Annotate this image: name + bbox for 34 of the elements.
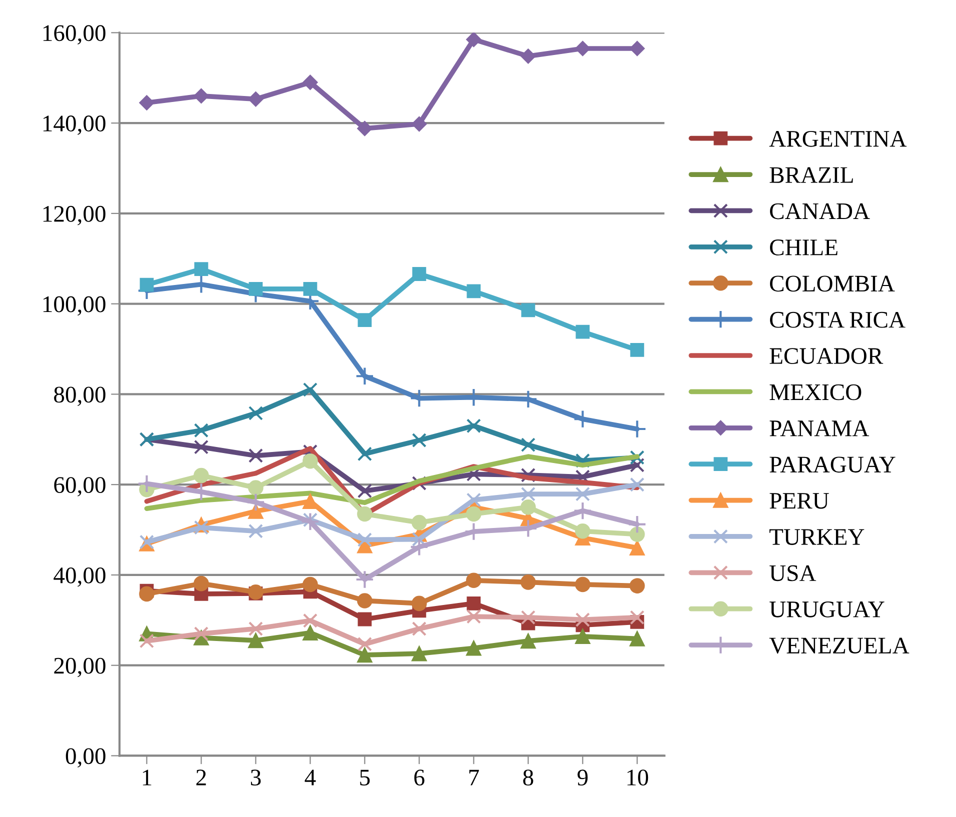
x-tick-label: 10 bbox=[627, 770, 648, 786]
legend-label: TURKEY bbox=[769, 529, 864, 545]
y-tick-label: 100,00 bbox=[43, 296, 106, 316]
x-tick-label: 2 bbox=[196, 770, 206, 786]
legend-label: URUGUAY bbox=[770, 601, 884, 618]
x-tick-label: 8 bbox=[523, 770, 534, 786]
x-tick-label: 5 bbox=[360, 770, 370, 786]
legend-label: ECUADOR bbox=[770, 348, 884, 364]
x-tick-label: 4 bbox=[304, 770, 316, 786]
y-tick-label: 80,00 bbox=[54, 386, 106, 406]
y-tick-label: 120,00 bbox=[43, 206, 106, 226]
legend-label: CANADA bbox=[770, 203, 870, 220]
legend-label: VENEZUELA bbox=[769, 638, 910, 654]
legend-label: PANAMA bbox=[770, 420, 870, 436]
x-tick-label: 6 bbox=[414, 770, 424, 786]
y-tick-label: 40,00 bbox=[54, 567, 106, 587]
y-tick-label: 160,00 bbox=[43, 25, 106, 44]
x-tick-label: 3 bbox=[250, 770, 261, 786]
y-tick-label: 60,00 bbox=[54, 477, 106, 496]
legend-label: ARGENTINA bbox=[769, 130, 907, 147]
x-tick-label: 7 bbox=[469, 770, 479, 786]
y-tick-label: 140,00 bbox=[43, 116, 106, 135]
legend-label: USA bbox=[770, 565, 816, 582]
legend-label: BRAZIL bbox=[770, 167, 853, 183]
y-tick-label: 20,00 bbox=[54, 658, 106, 678]
legend-label: PERU bbox=[770, 493, 829, 509]
x-tick-label: 9 bbox=[578, 770, 588, 786]
x-tick-label: 1 bbox=[142, 770, 152, 786]
y-tick-label: 0,00 bbox=[66, 748, 106, 768]
legend-label: COSTA RICA bbox=[770, 312, 906, 328]
legend-label: COLOMBIA bbox=[770, 276, 895, 292]
legend-label: MEXICO bbox=[770, 384, 862, 400]
legend-label: PARAGUAY bbox=[770, 456, 896, 473]
legend-label: CHILE bbox=[770, 240, 838, 256]
